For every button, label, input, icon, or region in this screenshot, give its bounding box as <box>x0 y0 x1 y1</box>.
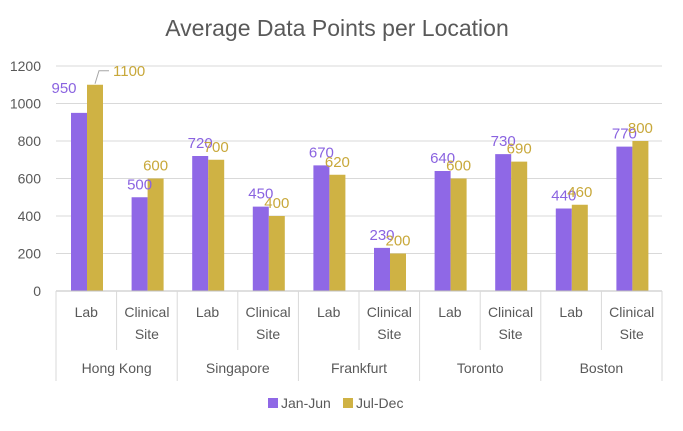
legend-swatch <box>343 398 353 408</box>
data-label: 500 <box>127 176 152 193</box>
category-label: Lab <box>317 304 341 320</box>
bar <box>616 146 633 291</box>
bar <box>434 171 451 291</box>
bar <box>131 197 148 291</box>
data-label: 640 <box>430 150 455 167</box>
category-label: Clinical Site <box>609 304 654 342</box>
data-label: 460 <box>567 184 592 201</box>
data-label: 600 <box>446 158 471 175</box>
data-label: 230 <box>369 227 394 244</box>
bar <box>252 206 269 291</box>
bar <box>511 161 528 291</box>
data-label: 770 <box>612 126 637 143</box>
data-label: 200 <box>385 233 410 250</box>
bar <box>571 204 588 291</box>
axes: 0 200 400 600 800 1000 1200 Hong Kong Lab Clinica… <box>10 58 663 381</box>
legend: Jan-Jun Jul-Dec <box>268 395 403 411</box>
category-label: Clinical Site <box>124 304 169 342</box>
y-tick-label: 0 <box>33 283 41 299</box>
bar <box>374 247 390 291</box>
data-label: 440 <box>551 188 576 205</box>
group-label: Toronto <box>457 360 504 376</box>
data-label: 800 <box>628 120 653 137</box>
group-label: Boston <box>580 360 624 376</box>
data-label: 600 <box>143 158 168 175</box>
bar <box>313 165 330 291</box>
y-tick-label: 200 <box>18 246 42 262</box>
bar <box>208 159 225 291</box>
bar <box>555 208 572 291</box>
y-tick-label: 400 <box>18 208 42 224</box>
group-label: Singapore <box>206 360 270 376</box>
bar <box>390 253 406 291</box>
data-label: 1100 <box>113 63 145 80</box>
group-label: Frankfurt <box>331 360 387 376</box>
y-tick-label: 600 <box>18 171 42 187</box>
category-label: Clinical Site <box>367 304 412 342</box>
bars <box>71 84 649 291</box>
legend-label: Jan-Jun <box>281 395 331 411</box>
y-tick-label: 1200 <box>10 58 41 74</box>
category-label: Clinical Site <box>246 304 291 342</box>
data-label: 400 <box>264 195 289 212</box>
bar <box>87 84 103 291</box>
category-label: Lab <box>75 304 99 320</box>
data-label: 670 <box>309 144 334 161</box>
bar <box>450 178 467 291</box>
data-label: 950 <box>51 80 76 97</box>
data-label: 620 <box>325 154 350 171</box>
data-labels: 9501100500600720700450400670620230200640… <box>51 63 652 250</box>
legend-label: Jul-Dec <box>356 395 403 411</box>
bar <box>632 141 649 291</box>
chart-title: Average Data Points per Location <box>165 15 509 41</box>
data-label: 730 <box>491 133 516 150</box>
category-label: Lab <box>438 304 462 320</box>
bar <box>71 112 87 291</box>
bar <box>329 174 346 291</box>
group-label: Hong Kong <box>82 360 152 376</box>
data-label: 690 <box>507 141 532 158</box>
bar <box>268 216 285 291</box>
data-label: 450 <box>248 186 273 203</box>
category-label: Lab <box>196 304 220 320</box>
category-label: Clinical Site <box>488 304 533 342</box>
bar <box>147 178 164 291</box>
data-label: 720 <box>188 135 213 152</box>
leader-line <box>94 70 109 84</box>
legend-swatch <box>268 398 278 408</box>
data-label: 700 <box>204 139 229 156</box>
category-label: Lab <box>559 304 583 320</box>
bar <box>495 154 512 291</box>
y-tick-label: 1000 <box>10 96 41 112</box>
bar <box>192 156 209 291</box>
y-tick-label: 800 <box>18 133 42 149</box>
